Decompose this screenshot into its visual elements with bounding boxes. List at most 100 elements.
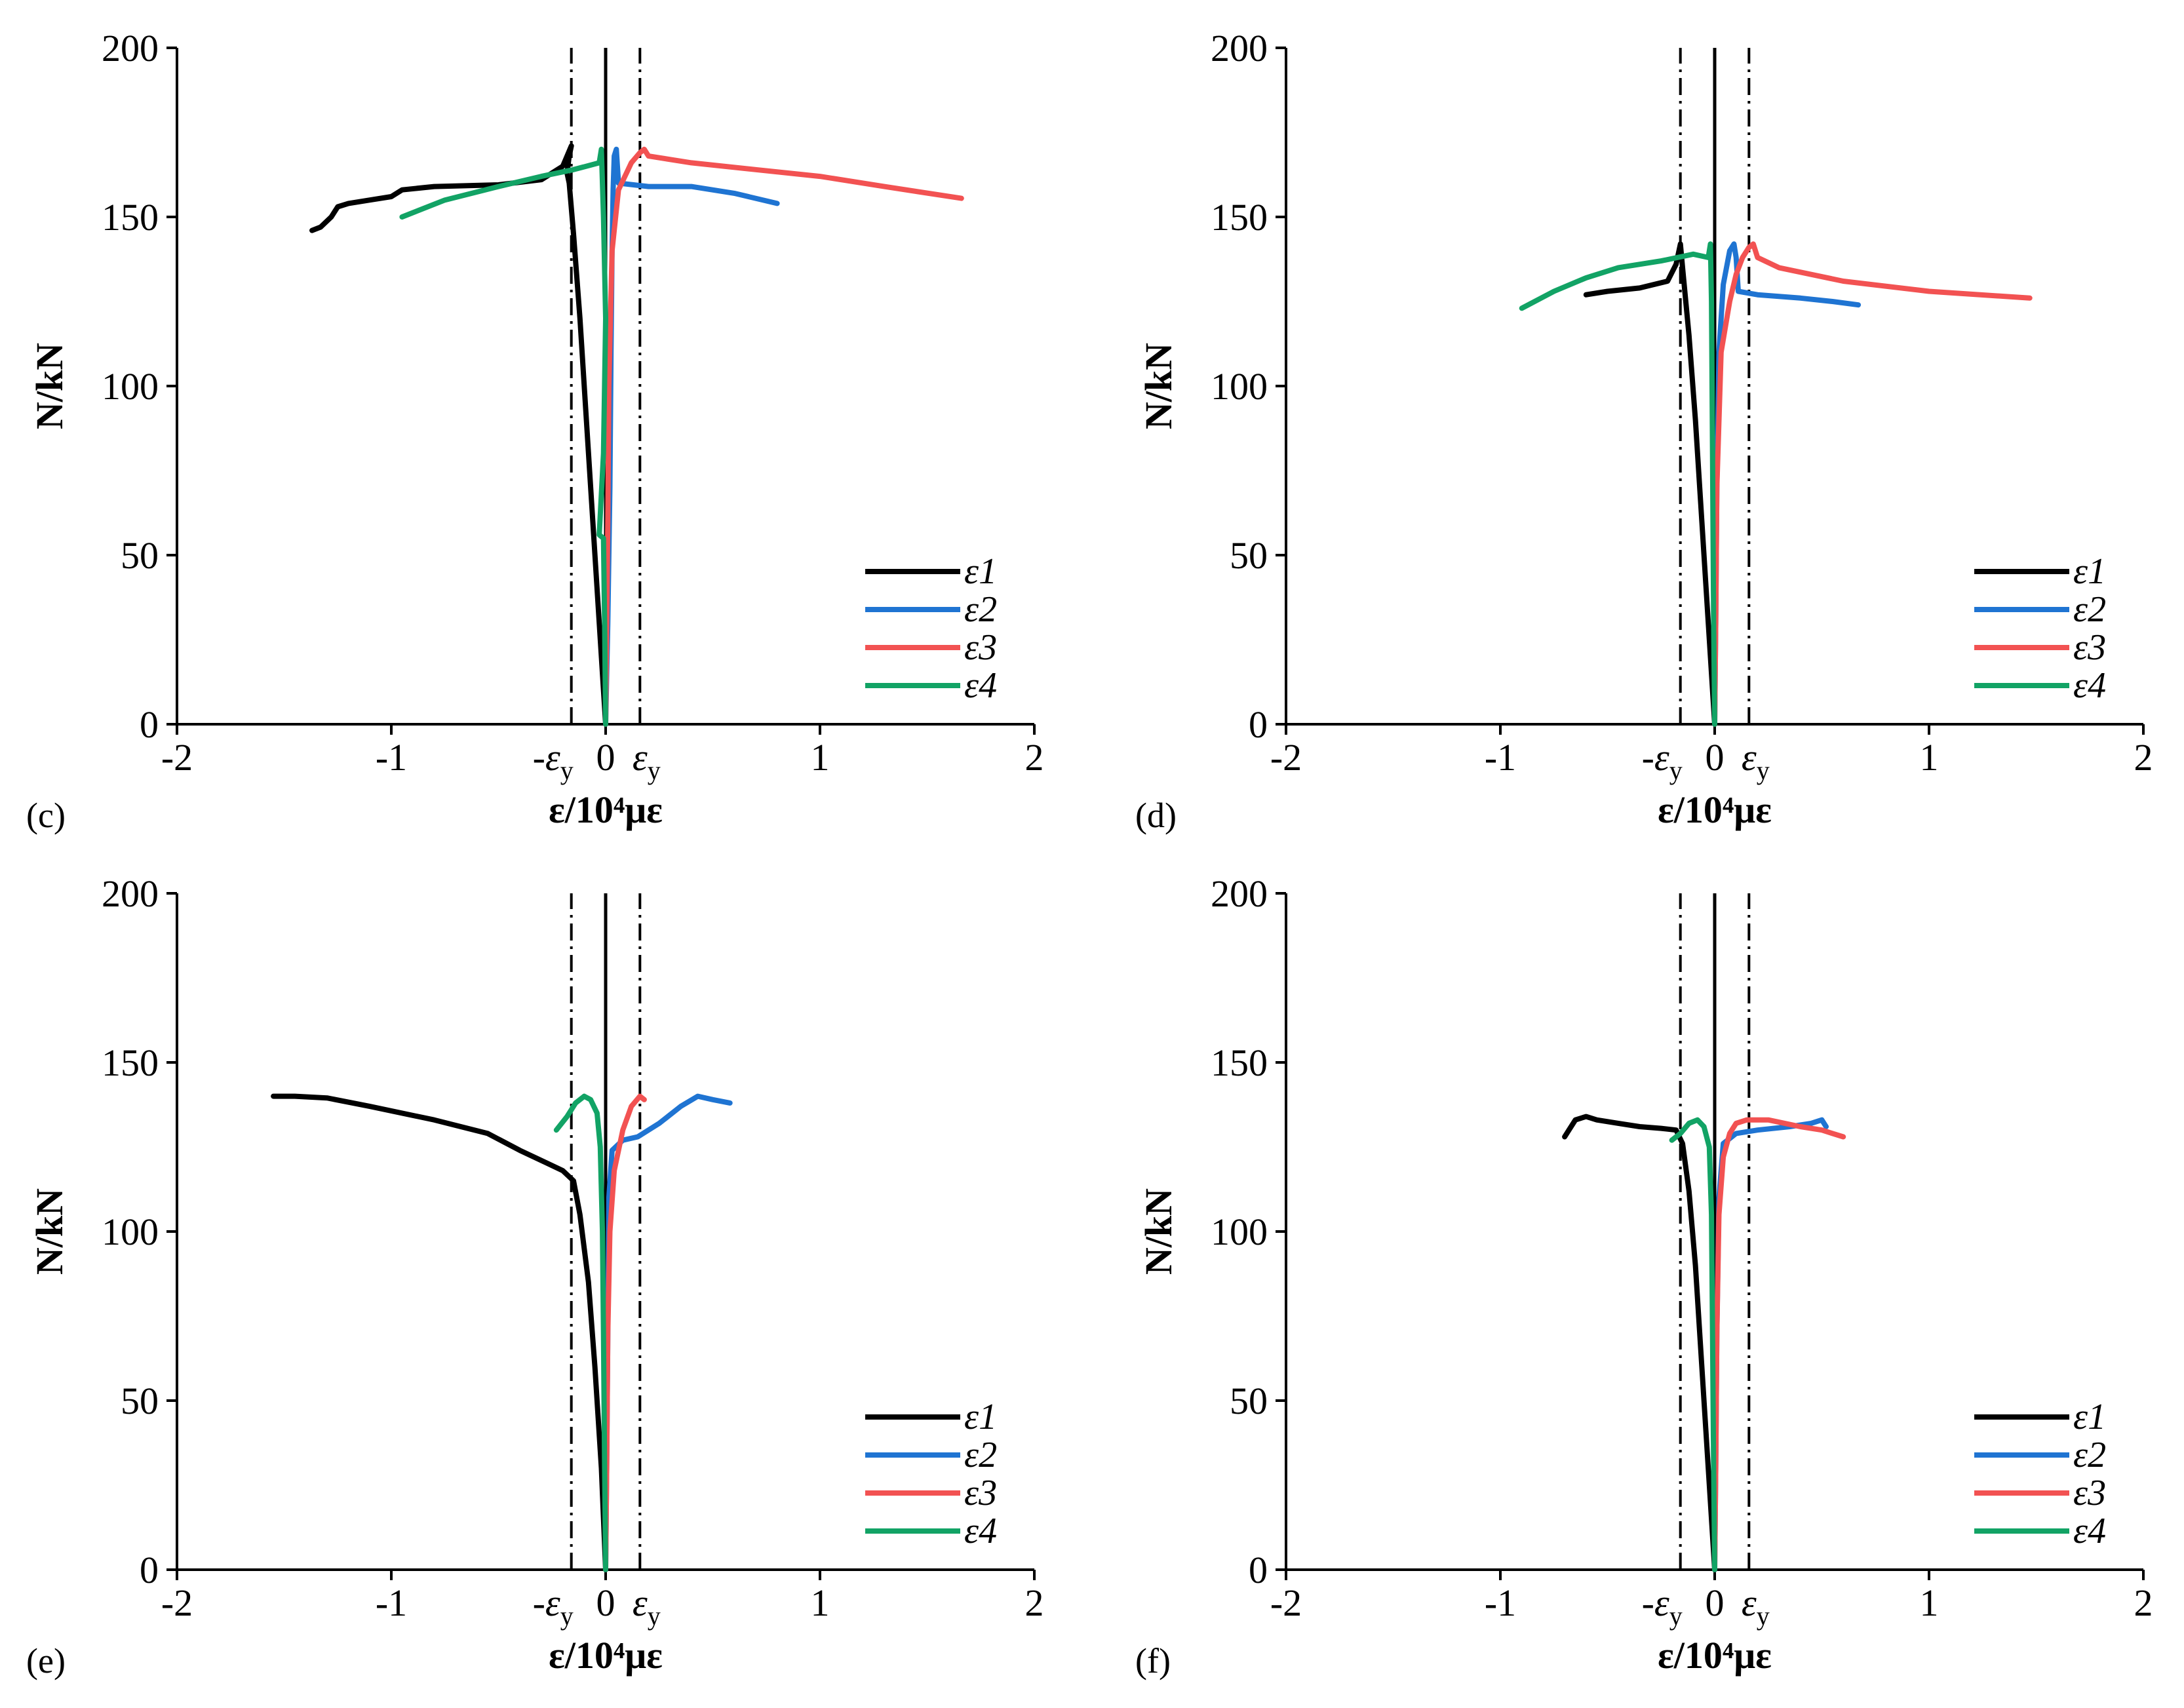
y-tick-label: 150 [1211,1041,1268,1084]
y-axis-label: N/kN [1137,1188,1180,1275]
eps-y-main: -ε [1642,1582,1669,1624]
eps-y-subscript: y [560,1601,574,1631]
x-tick-label: -1 [376,736,407,779]
x-tick-label: 1 [811,736,830,779]
x-tick-label: -1 [1485,736,1516,779]
y-tick-label: 0 [1249,1549,1268,1591]
yield-strain-tick-label: -εy [1642,1582,1683,1631]
series-line-eps3 [603,146,964,727]
legend-label: ε2 [964,589,997,630]
y-tick-label: 50 [121,1380,159,1422]
x-tick-label: -1 [376,1582,407,1624]
panel-label: (d) [1135,796,1177,835]
y-tick-label: 200 [102,872,159,915]
eps-y-subscript: y [648,1601,661,1631]
x-tick-label: -2 [1270,1582,1302,1624]
legend-label: ε1 [2073,551,2106,592]
eps-y-main: -ε [1642,736,1669,779]
eps-y-subscript: y [1669,1601,1683,1631]
y-tick-label: 200 [1211,27,1268,69]
x-tick-label: 2 [1025,1582,1044,1624]
yield-strain-tick-label: εy [633,1582,661,1631]
y-tick-label: 50 [1230,534,1268,577]
series-line-eps1 [309,143,608,727]
x-tick-label: 1 [1920,736,1939,779]
legend-label: ε4 [2073,665,2106,706]
y-tick-label: 150 [102,196,159,239]
eps-y-main: 0 [596,1582,615,1624]
legend-label: ε3 [2073,627,2106,668]
eps-y-subscript: y [1669,756,1683,785]
zero-tick-label: 0 [1706,736,1725,779]
zero-tick-label: 0 [596,1582,615,1624]
series-line-eps4 [553,1093,608,1572]
y-tick-label: 50 [121,534,159,577]
series-line-eps1 [1583,241,1717,727]
yield-strain-tick-label: εy [1742,1582,1770,1631]
series-line-eps2 [1712,241,1862,727]
y-tick-label: 50 [1230,1380,1268,1422]
x-tick-label: -2 [1270,736,1302,779]
yield-strain-tick-label: εy [633,736,661,785]
y-tick-label: 100 [102,1211,159,1253]
x-tick-label: -2 [161,736,193,779]
series-line-eps3 [1712,241,2033,727]
x-axis-label: ε/10⁴με [549,788,663,831]
eps-y-main: 0 [1706,736,1725,779]
eps-y-subscript: y [1757,1601,1770,1631]
legend-label: ε3 [964,627,997,668]
series-line-eps1 [271,1093,608,1572]
legend-label: ε2 [2073,1435,2106,1475]
panel-label: (c) [26,796,66,835]
x-tick-label: 2 [2134,736,2153,779]
yield-strain-tick-label: -εy [533,736,574,785]
panel-label: (f) [1135,1641,1171,1680]
x-tick-label: 2 [2134,1582,2153,1624]
eps-y-subscript: y [648,756,661,785]
legend-label: ε2 [2073,589,2106,630]
y-tick-label: 0 [140,703,159,746]
eps-y-subscript: y [560,756,574,785]
series-line-eps4 [399,146,608,727]
series-line-eps2 [1712,1117,1829,1572]
eps-y-main: 0 [1706,1582,1725,1624]
eps-y-main: ε [633,736,648,779]
eps-y-main: -ε [533,1582,560,1624]
y-axis-label: N/kN [28,343,71,429]
legend-label: ε1 [964,551,997,592]
eps-y-main: -ε [533,736,560,779]
eps-y-main: 0 [596,736,615,779]
series-line-eps2 [603,1093,733,1572]
legend-label: ε2 [964,1435,997,1475]
y-tick-label: 100 [1211,1211,1268,1253]
series-line-eps3 [603,1093,647,1572]
y-tick-label: 150 [1211,196,1268,239]
zero-tick-label: 0 [596,736,615,779]
x-axis-label: ε/10⁴με [1658,788,1772,831]
y-tick-label: 0 [140,1549,159,1591]
y-tick-label: 100 [102,365,159,408]
yield-strain-tick-label: εy [1742,736,1770,785]
legend-label: ε4 [2073,1511,2106,1551]
x-axis-label: ε/10⁴με [1658,1634,1772,1677]
legend-label: ε3 [2073,1473,2106,1513]
x-tick-label: 2 [1025,736,1044,779]
eps-y-main: ε [1742,1582,1757,1624]
x-axis-label: ε/10⁴με [549,1634,663,1677]
y-tick-label: 200 [102,27,159,69]
x-tick-label: 1 [811,1582,830,1624]
eps-y-subscript: y [1757,756,1770,785]
x-tick-label: -1 [1485,1582,1516,1624]
series-line-eps4 [1519,241,1717,727]
series-line-eps4 [1669,1117,1717,1572]
y-tick-label: 0 [1249,703,1268,746]
legend-label: ε1 [964,1397,997,1437]
series-line-eps1 [1562,1114,1717,1572]
eps-y-main: ε [1742,736,1757,779]
zero-tick-label: 0 [1706,1582,1725,1624]
